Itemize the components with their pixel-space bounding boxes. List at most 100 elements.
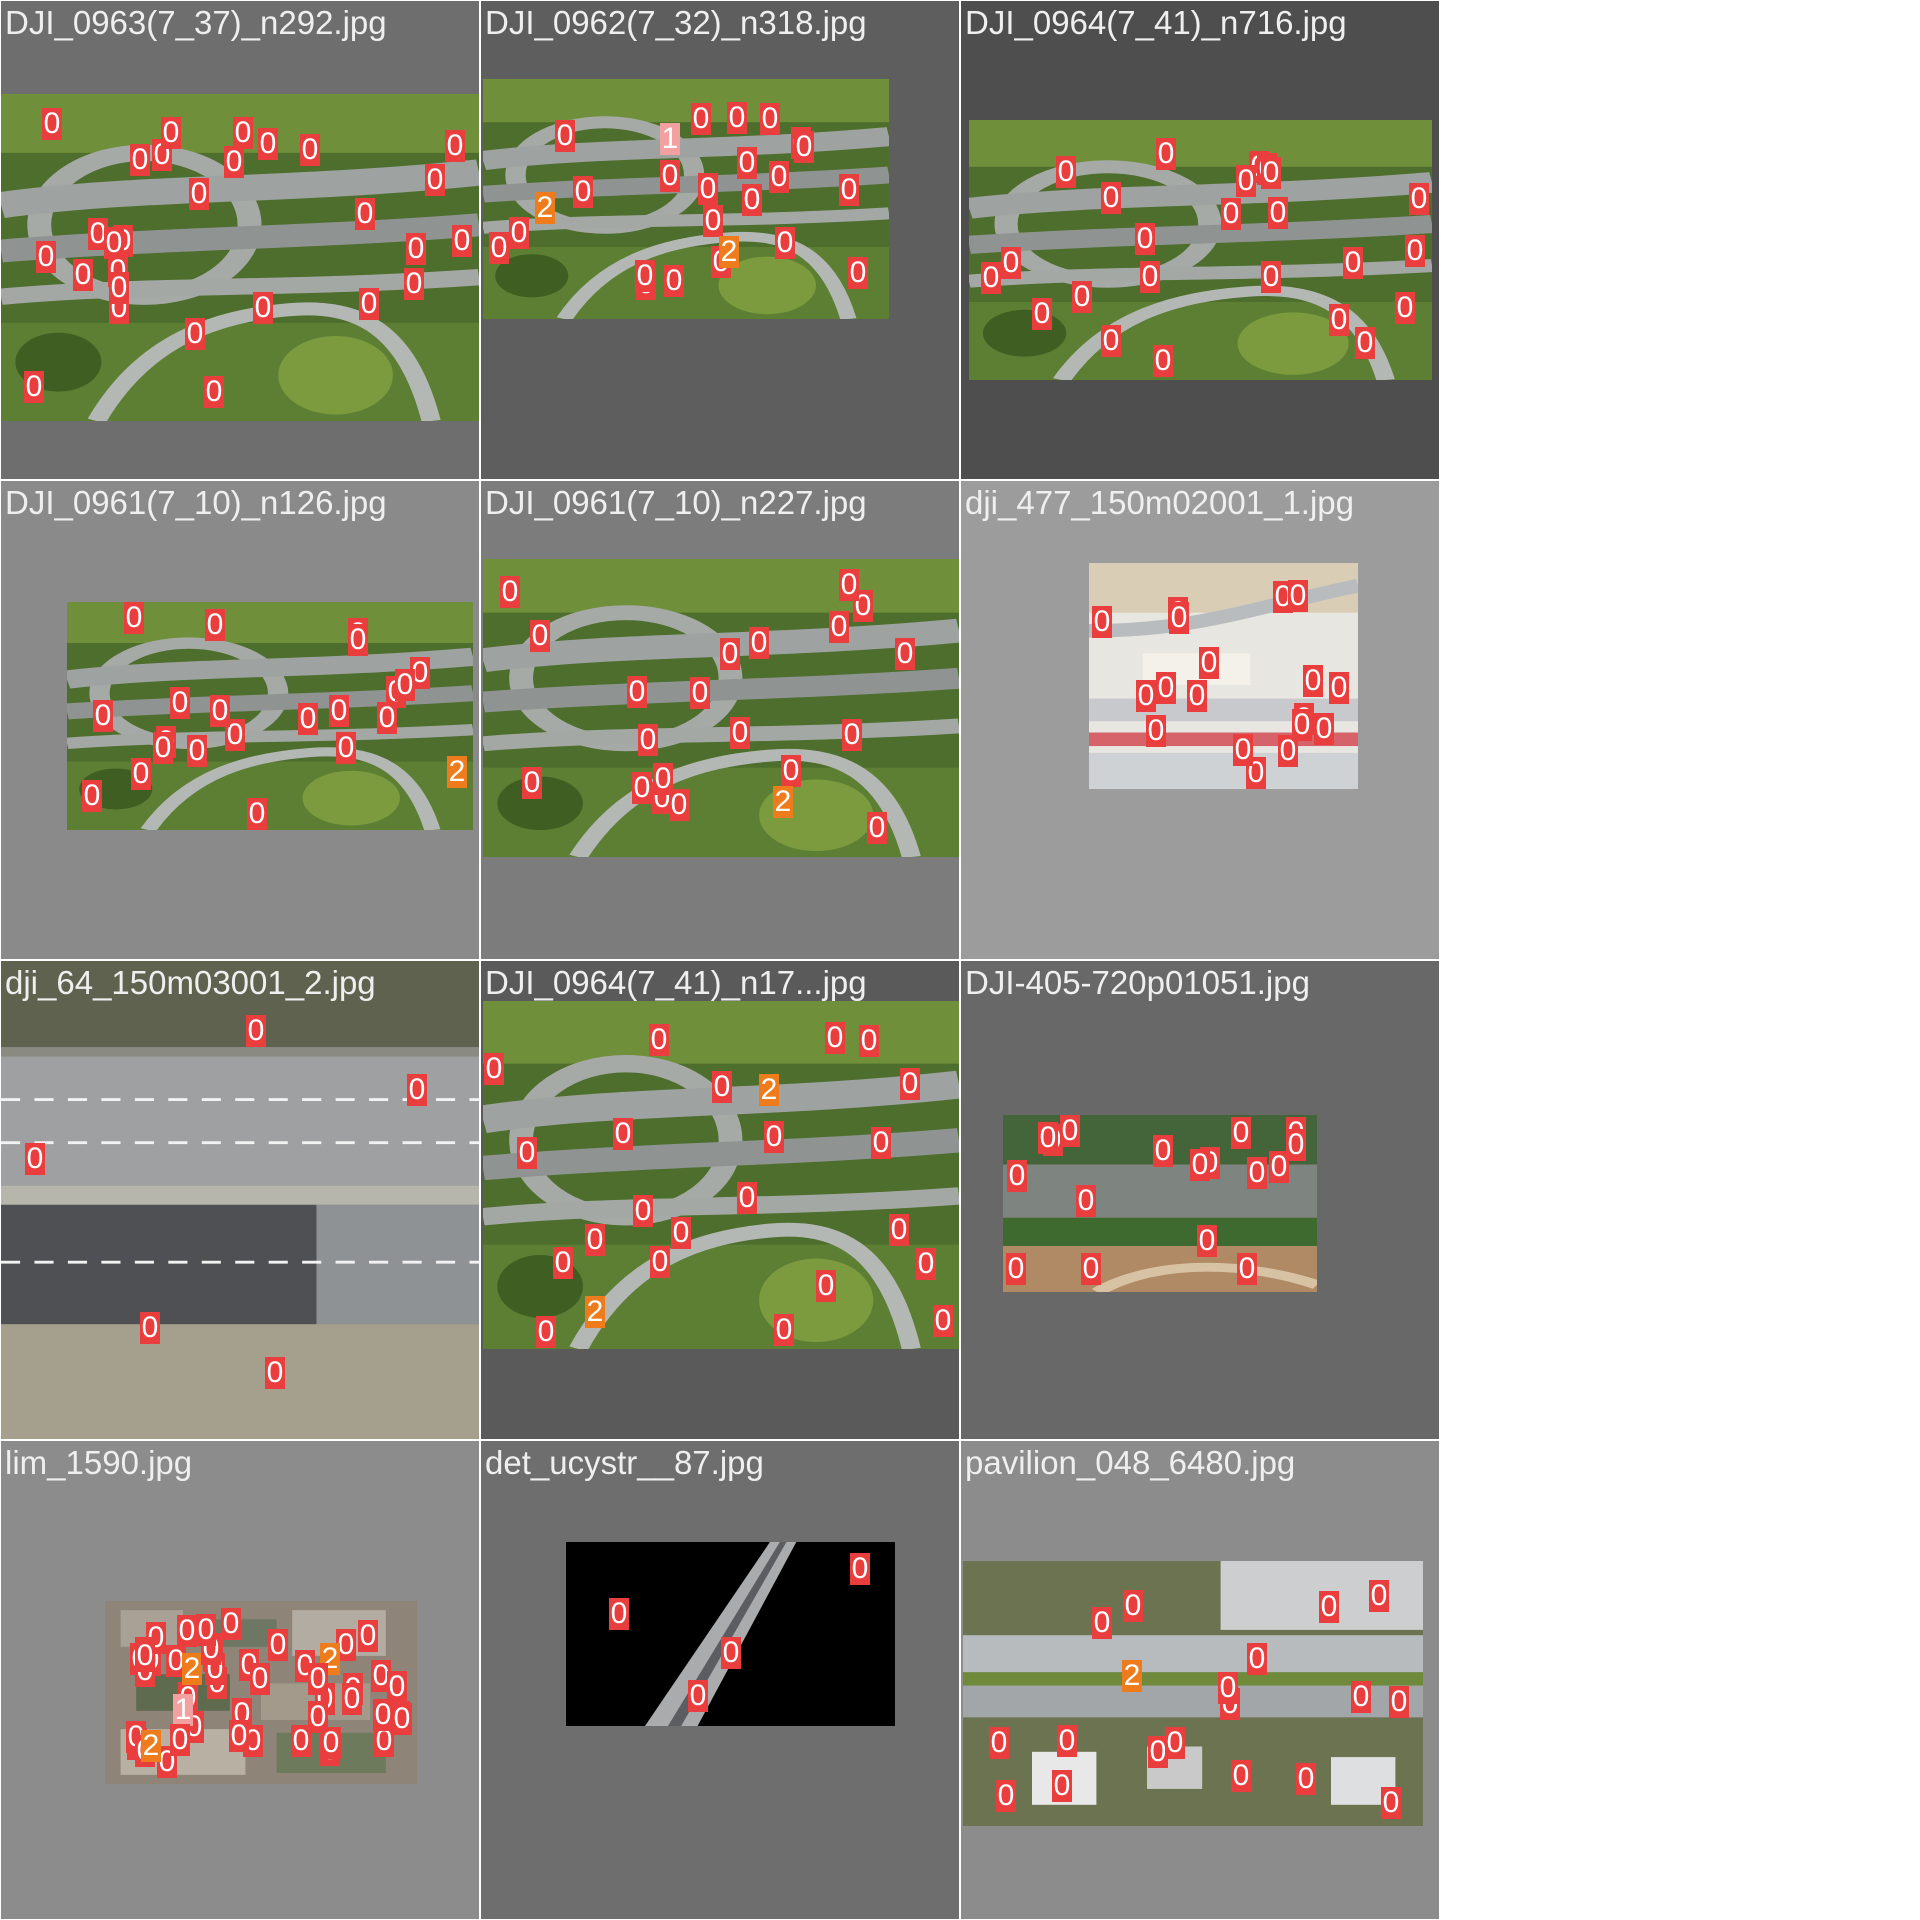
tile-filename: dji_64_150m03001_2.jpg [5,964,376,1001]
class-label-badge: 0 [225,718,245,751]
class-label-badge: 2 [141,1729,161,1762]
scene-graphic [483,559,959,857]
class-label-badge: 0 [737,1181,757,1214]
class-label-badge: 0 [1081,1252,1101,1285]
scene-graphic [483,1001,959,1349]
class-label-badge: 0 [25,1142,45,1175]
class-label-badge: 0 [1231,1116,1251,1149]
class-label-badge: 2 [773,785,793,818]
class-label-badge: 0 [660,159,680,192]
class-label-badge: 0 [373,1698,393,1731]
class-label-badge: 0 [404,267,424,300]
tile-filename: lim_1590.jpg [5,1444,193,1481]
class-label-badge: 0 [187,734,207,767]
class-label-badge: 0 [224,145,244,178]
class-label-badge: 0 [484,1052,504,1085]
class-label-badge: 0 [170,686,190,719]
class-label-badge: 0 [407,1073,427,1106]
class-label-badge: 0 [1146,714,1166,747]
class-label-badge: 0 [627,675,647,708]
class-label-badge: 0 [140,1311,160,1344]
class-label-badge: 0 [764,1120,784,1153]
class-label-badge: 0 [536,1315,556,1348]
aerial-photo [67,602,473,830]
class-label-badge: 0 [1076,1184,1096,1217]
class-label-badge: 2 [535,191,555,224]
class-label-badge: 0 [1389,1685,1409,1718]
class-label-badge: 0 [1001,246,1021,279]
class-label-badge: 0 [794,130,814,163]
class-label-badge: 0 [24,370,44,403]
class-label-badge: 0 [769,160,789,193]
class-label-badge: 0 [221,1607,241,1640]
class-label-badge: 0 [632,771,652,804]
class-label-badge: 0 [410,656,430,689]
class-label-badge: 0 [749,626,769,659]
aerial-photo [969,120,1432,380]
tile-filename: pavilion_048_6480.jpg [965,1444,1296,1481]
class-label-badge: 0 [109,271,129,304]
class-label-badge: 0 [336,1628,356,1661]
class-label-badge: 0 [1052,1769,1072,1802]
class-label-badge: 0 [359,287,379,320]
class-label-badge: 0 [871,1126,891,1159]
class-label-badge: 0 [530,619,550,652]
class-label-badge: 0 [358,1619,378,1652]
image-tile[interactable]: lim_1590.jpg 000000000000000000000000000… [1,1441,479,1919]
scene-graphic [566,1542,895,1726]
class-label-badge: 0 [395,668,415,701]
class-label-badge: 0 [1409,182,1429,215]
class-label-badge: 0 [392,1702,412,1735]
class-label-badge: 0 [1140,260,1160,293]
class-label-badge: 0 [688,1679,708,1712]
class-label-badge: 0 [650,1245,670,1278]
image-tile[interactable]: dji_64_150m03001_2.jpg 0 0 0 0 0 [1,961,479,1439]
class-label-badge: 0 [839,568,859,601]
class-label-badge: 0 [246,1014,266,1047]
class-label-badge: 0 [153,731,173,764]
class-label-badge: 0 [36,240,56,273]
class-label-badge: 0 [842,718,862,751]
class-label-badge: 0 [1405,234,1425,267]
class-label-badge: 0 [1286,1128,1306,1161]
class-label-badge: 0 [691,102,711,135]
class-label-badge: 0 [867,811,887,844]
class-label-badge: 0 [635,259,655,292]
class-label-badge: 0 [816,1269,836,1302]
tile-filename: DJI_0964(7_41)_n716.jpg [965,4,1347,41]
class-label-badge: 0 [135,1639,155,1672]
class-label-badge: 0 [900,1067,920,1100]
class-label-badge: 0 [170,1723,190,1756]
class-label-badge: 0 [104,226,124,259]
class-label-badge: 0 [889,1213,909,1246]
class-label-badge: 0 [1296,1762,1316,1795]
class-label-badge: 0 [727,101,747,134]
scene-graphic [969,120,1432,380]
class-label-badge: 0 [653,762,673,795]
class-label-badge: 0 [1057,1724,1077,1757]
class-label-badge: 0 [848,256,868,289]
class-label-badge: 0 [489,231,509,264]
scene-graphic [67,602,473,830]
aerial-photo [483,1001,959,1349]
class-label-badge: 0 [981,261,1001,294]
class-label-badge: 0 [1319,1590,1339,1623]
class-label-badge: 0 [377,701,397,734]
class-label-badge: 0 [1153,1134,1173,1167]
tile-filename: dji_477_150m02001_1.jpg [965,484,1355,521]
class-label-badge: 0 [308,1662,328,1695]
class-label-badge: 0 [850,1552,870,1585]
class-label-badge: 0 [859,1024,879,1057]
class-label-badge: 0 [698,172,718,205]
tile-filename: DJI_0963(7_37)_n292.jpg [5,4,387,41]
